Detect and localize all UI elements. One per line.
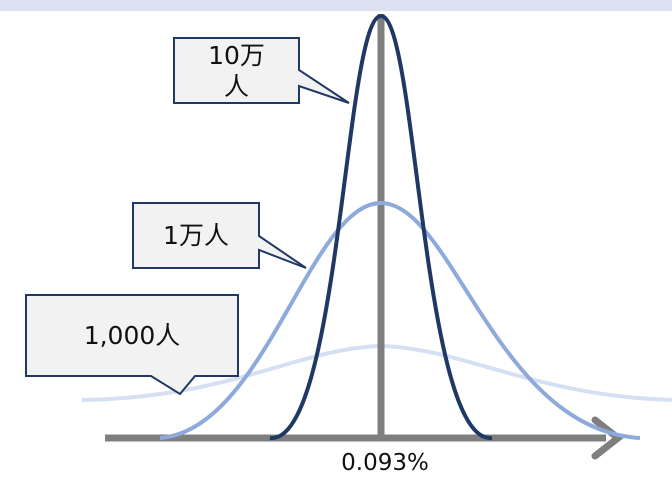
curve-10000 [159, 200, 641, 440]
callout-box-10000 [132, 202, 307, 269]
axis-center-label: 0.093% [341, 450, 429, 476]
callout-box-1000 [25, 294, 239, 396]
top-banner [0, 0, 672, 11]
callout-label-10000: 1万人 [163, 221, 229, 250]
curve-100000 [269, 13, 493, 441]
callout-box-100000 [173, 37, 350, 104]
x-axis-arrowhead [591, 416, 624, 460]
callout-label-100000: 10万 人 [208, 40, 265, 101]
callout-label-1000: 1,000人 [83, 321, 181, 350]
